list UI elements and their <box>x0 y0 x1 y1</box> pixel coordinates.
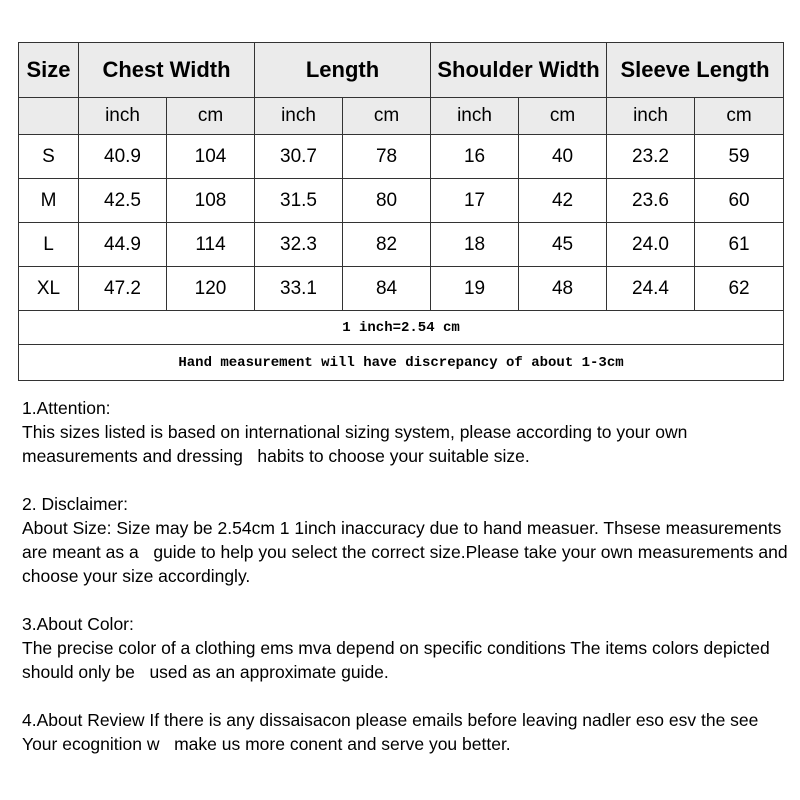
value-cell: 24.4 <box>606 266 696 311</box>
section-body: This sizes listed is based on internatio… <box>22 422 693 466</box>
unit-cell: cm <box>166 97 255 135</box>
value-cell: 80 <box>341 178 432 223</box>
value-cell: 62 <box>694 266 785 311</box>
value-cell: 84 <box>341 266 432 311</box>
section-title: 2. Disclaimer: <box>22 494 128 514</box>
value-cell: 82 <box>341 222 432 267</box>
header-shoulder-width: Shoulder Width <box>430 42 608 98</box>
table-row: L 44.9 114 32.3 82 18 45 24.0 61 <box>18 222 785 267</box>
size-cell: XL <box>18 266 79 311</box>
value-cell: 23.2 <box>606 134 696 179</box>
size-cell: L <box>18 222 79 267</box>
section-body: 4.About Review If there is any dissaisac… <box>22 710 763 754</box>
value-cell: 33.1 <box>254 266 343 311</box>
section-body: About Size: Size may be 2.54cm 1 1inch i… <box>22 518 793 586</box>
value-cell: 120 <box>166 266 255 311</box>
section-title: 3.About Color: <box>22 614 134 634</box>
conversion-note: 1 inch=2.54 cm <box>17 310 785 345</box>
value-cell: 114 <box>166 222 255 267</box>
value-cell: 61 <box>694 222 785 267</box>
header-size: Size <box>18 42 79 98</box>
value-cell: 30.7 <box>254 134 343 179</box>
value-cell: 60 <box>694 178 785 223</box>
section-title: 1.Attention: <box>22 398 111 418</box>
value-cell: 23.6 <box>606 178 696 223</box>
value-cell: 40.9 <box>78 134 167 179</box>
unit-cell: cm <box>341 97 432 135</box>
discrepancy-note: Hand measurement will have discrepancy o… <box>17 344 785 381</box>
unit-cell: inch <box>78 97 167 135</box>
unit-cell: inch <box>606 97 696 135</box>
size-cell: S <box>18 134 79 179</box>
value-cell: 24.0 <box>606 222 696 267</box>
value-cell: 42.5 <box>78 178 167 223</box>
info-section: 4.About Review If there is any dissaisac… <box>22 708 792 756</box>
table-row: M 42.5 108 31.5 80 17 42 23.6 60 <box>18 178 785 223</box>
value-cell: 16 <box>430 134 520 179</box>
info-text: 1.Attention: This sizes listed is based o… <box>22 396 792 780</box>
header-sleeve-length: Sleeve Length <box>606 42 785 98</box>
unit-row: inch cm inch cm inch cm inch cm <box>18 97 785 135</box>
value-cell: 17 <box>430 178 520 223</box>
unit-cell: inch <box>430 97 520 135</box>
value-cell: 48 <box>518 266 608 311</box>
value-cell: 31.5 <box>254 178 343 223</box>
info-section: 3.About Color: The precise color of a clo… <box>22 612 792 684</box>
section-body: The precise color of a clothing ems mva … <box>22 638 775 682</box>
value-cell: 44.9 <box>78 222 167 267</box>
value-cell: 32.3 <box>254 222 343 267</box>
size-cell: M <box>18 178 79 223</box>
note-row: Hand measurement will have discrepancy o… <box>17 344 785 381</box>
value-cell: 59 <box>694 134 785 179</box>
note-row: 1 inch=2.54 cm <box>17 310 785 345</box>
value-cell: 47.2 <box>78 266 167 311</box>
value-cell: 42 <box>518 178 608 223</box>
header-length: Length <box>253 42 432 98</box>
unit-cell: cm <box>694 97 785 135</box>
value-cell: 104 <box>166 134 255 179</box>
header-chest-width: Chest Width <box>78 42 255 98</box>
table-row: XL 47.2 120 33.1 84 19 48 24.4 62 <box>18 266 785 311</box>
unit-cell: inch <box>254 97 343 135</box>
header-row: Size Chest Width Length Shoulder Width S… <box>18 42 785 98</box>
value-cell: 19 <box>430 266 520 311</box>
table-row: S 40.9 104 30.7 78 16 40 23.2 59 <box>18 134 785 179</box>
value-cell: 108 <box>166 178 255 223</box>
value-cell: 78 <box>341 134 432 179</box>
value-cell: 40 <box>518 134 608 179</box>
value-cell: 18 <box>430 222 520 267</box>
unit-cell: cm <box>518 97 608 135</box>
info-section: 1.Attention: This sizes listed is based o… <box>22 396 792 468</box>
value-cell: 45 <box>518 222 608 267</box>
size-chart-table: Size Chest Width Length Shoulder Width S… <box>17 42 785 381</box>
info-section: 2. Disclaimer: About Size: Size may be 2.… <box>22 492 792 588</box>
